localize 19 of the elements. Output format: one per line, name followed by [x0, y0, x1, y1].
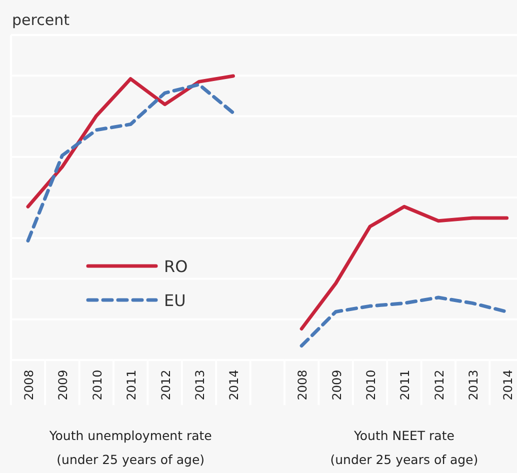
- text: Youth unemployment rate (under 25 years of age): [48, 428, 212, 467]
- x-tick-label: 2008: [22, 370, 36, 400]
- x-tick-label: 2008: [296, 370, 310, 400]
- text: Youth NEET rate (under 25 years of age): [330, 428, 478, 467]
- x-tick-label: 2014: [227, 370, 242, 400]
- y-axis-title: percent: [12, 11, 70, 29]
- x-tick-label: 2014: [500, 370, 515, 400]
- x-tick-label: 2010: [364, 370, 378, 400]
- x-tick-label: 2013: [193, 370, 207, 400]
- x-tick-label: 2012: [432, 370, 446, 400]
- x-tick-label: 2012: [158, 370, 173, 400]
- x-tick-label: 2009: [330, 370, 344, 400]
- legend-label: EU: [164, 291, 186, 310]
- x-tick-label: 2013: [466, 370, 481, 400]
- x-tick-label: 2011: [124, 370, 139, 400]
- legend-label: RO: [164, 257, 188, 276]
- x-tick-label: 2011: [398, 370, 412, 400]
- x-tick-label: 2010: [90, 370, 104, 400]
- x-tick-label: 2009: [56, 370, 70, 400]
